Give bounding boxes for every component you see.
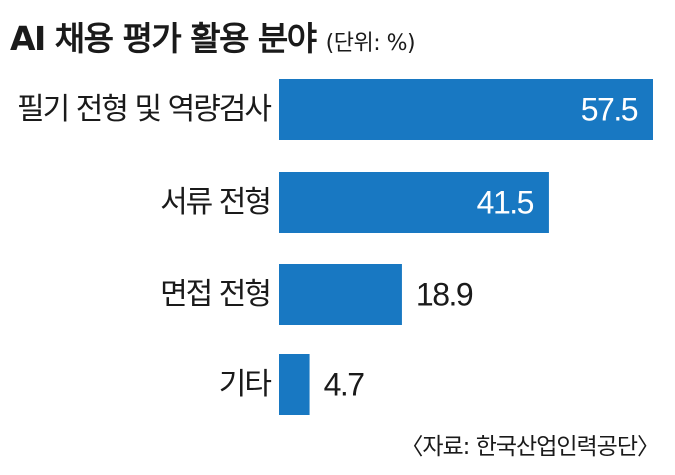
value-label-3: 4.7 (324, 367, 365, 403)
value-label-2: 18.9 (416, 277, 473, 313)
bar-2 (279, 264, 402, 325)
bar-3 (279, 354, 310, 415)
value-label-1: 41.5 (477, 185, 534, 221)
source-note: 〈자료: 한국산업인력공단〉 (400, 434, 660, 460)
bar-0 (279, 79, 653, 140)
title-row: AI 채용 평가 활용 분야 (단위: %) (10, 12, 416, 60)
category-label-1: 서류 전형 (160, 185, 270, 220)
value-label-0: 57.5 (581, 92, 638, 128)
bar-1 (279, 172, 549, 233)
category-label-3: 기타 (219, 367, 272, 402)
unit-label: (단위: %) (325, 31, 416, 56)
chart-title: AI 채용 평가 활용 분야 (10, 19, 317, 58)
category-label-0: 필기 전형 및 역량검사 (17, 92, 271, 127)
category-label-2: 면접 전형 (160, 277, 270, 312)
